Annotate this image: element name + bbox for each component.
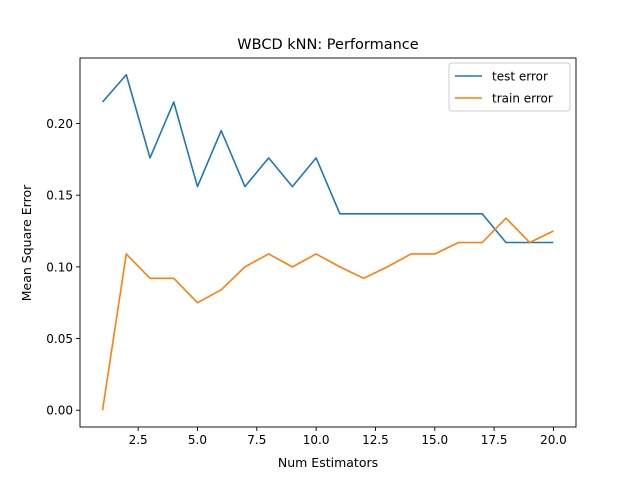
x-axis-label: Num Estimators	[278, 455, 378, 470]
y-tick-label: 0.20	[46, 117, 73, 131]
series-line-test-error	[101, 73, 554, 244]
x-tick-label: 17.5	[481, 433, 508, 447]
axes-frame	[79, 57, 577, 428]
x-tick-label: 15.0	[421, 433, 448, 447]
legend-label: train error	[492, 92, 553, 106]
x-tick-label: 20.0	[540, 433, 567, 447]
y-tick-label: 0.05	[46, 332, 73, 346]
y-axis-label: Mean Square Error	[19, 184, 34, 301]
legend-box	[448, 62, 571, 112]
x-tick-label: 12.5	[362, 433, 389, 447]
x-tick-label: 2.5	[129, 433, 148, 447]
y-tick-label: 0.00	[46, 404, 73, 418]
legend-label: test error	[492, 70, 548, 84]
plot-area: 2.5 5.0 7.5 10.0 12.5 15.0 17.5 20.0 0.00 0.05 0.1…	[46, 57, 577, 447]
x-tick-label: 7.5	[247, 433, 266, 447]
series-line-train-error	[101, 217, 554, 411]
y-tick-label: 0.15	[46, 189, 73, 203]
x-tick-label: 10.0	[303, 433, 330, 447]
chart-title: WBCD kNN: Performance	[237, 37, 418, 53]
y-tick-label: 0.10	[46, 260, 73, 274]
x-tick-label: 5.0	[188, 433, 207, 447]
